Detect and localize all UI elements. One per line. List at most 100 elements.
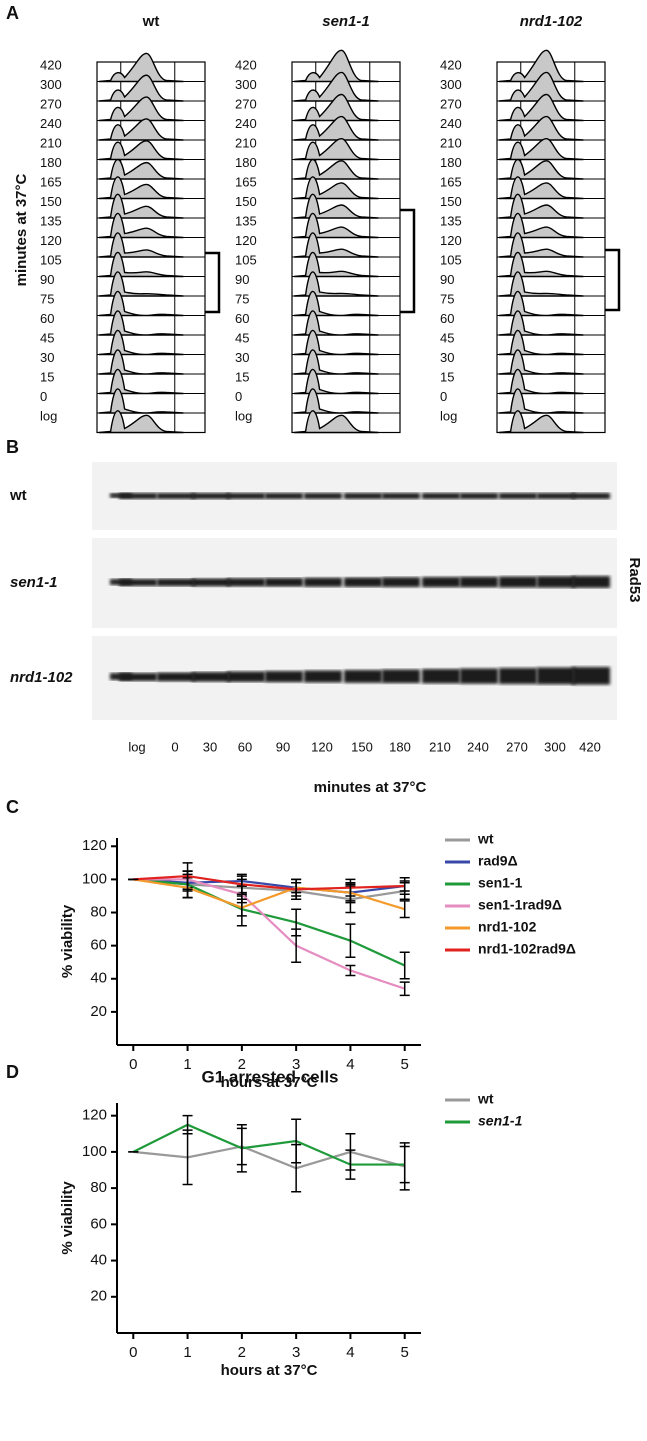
error-bar [345,964,356,977]
histogram [498,176,584,200]
lane-label: 60 [238,739,252,754]
x-tick-label: 3 [292,1056,300,1073]
histogram [293,290,379,317]
y-axis-label: minutes at 37°C [13,173,30,286]
histogram [98,251,184,278]
band [192,493,230,499]
row-label: 30 [40,350,54,365]
row-label: 165 [235,174,257,189]
lane-label: 210 [429,739,451,754]
histogram [498,368,584,395]
y-tick-label: 100 [82,1143,107,1160]
band [460,493,498,499]
row-label: 120 [440,233,462,248]
row-label: log [235,408,252,423]
row-label: 105 [40,252,62,267]
x-axis-label: hours at 37°C [221,1362,318,1379]
row-label: log [40,408,57,423]
lane-label: 300 [544,739,566,754]
band [499,668,537,684]
row-label: 45 [40,330,54,345]
row-label: 210 [40,135,62,150]
histogram [498,137,584,161]
row-label: 15 [440,369,454,384]
histogram [293,93,379,122]
histogram [498,349,584,375]
band [227,493,265,499]
row-label: 150 [440,194,462,209]
row-label: 0 [40,389,47,404]
row-label: 420 [235,57,257,72]
band [227,578,265,587]
band [157,493,195,499]
row-label: 165 [40,174,62,189]
histogram [498,388,584,414]
x-axis-label: minutes at 37°C [314,779,427,796]
y-axis-label: % viability [59,1181,76,1255]
histogram [293,368,379,395]
y-tick-label: 80 [90,903,107,920]
error-bar [399,981,410,997]
lane-label: 270 [506,739,528,754]
y-tick-label: 100 [82,870,107,887]
error-bar [182,1114,193,1135]
histogram [293,176,379,200]
histogram [498,93,584,122]
x-tick-label: 3 [292,1344,300,1361]
band [572,493,610,499]
lane-label: 180 [389,739,411,754]
error-bar [345,923,356,958]
error-bar [345,1149,356,1180]
band [344,670,382,683]
histogram [98,118,184,141]
legend-label: wt [477,1091,494,1107]
histogram [498,310,584,336]
row-label: 75 [235,291,249,306]
row-label: 15 [40,369,54,384]
row-label: 120 [40,233,62,248]
band [460,668,498,684]
histogram [98,212,184,239]
band [422,493,460,499]
x-tick-label: 4 [346,1056,354,1073]
y-axis-label: % viability [59,904,76,978]
lane-label: 90 [276,739,290,754]
band [304,670,342,683]
histogram [293,251,379,278]
lane-label: 420 [579,739,601,754]
histogram [293,410,379,434]
y-tick-label: 80 [90,1179,107,1196]
x-tick-label: 5 [401,1056,409,1073]
band [537,576,575,588]
row-label: 120 [235,233,257,248]
histogram [498,232,584,258]
row-label: 420 [40,57,62,72]
x-axis-label: hours at 37°C [221,1074,318,1091]
histogram [98,410,184,434]
row-label: 270 [440,96,462,111]
y-tick-label: 40 [90,970,107,987]
histogram [498,410,584,434]
row-label: 210 [440,135,462,150]
error-bar [399,951,410,980]
histogram [293,193,379,219]
blot-label: sen1-1 [10,574,58,591]
x-tick-label: 1 [183,1344,191,1361]
legend-label: rad9Δ [478,853,518,869]
row-label: 60 [235,311,249,326]
legend-label: sen1-1 [478,1113,523,1129]
y-tick-label: 60 [90,1215,107,1232]
band [265,671,303,683]
band [572,667,610,685]
row-label: 300 [40,77,62,92]
band [157,578,195,587]
error-bar [399,876,410,896]
legend-label: sen1-1rad9Δ [478,897,562,913]
row-label: 210 [235,135,257,150]
error-bar [236,873,247,896]
histogram [498,158,584,180]
panel-label: B [6,437,19,457]
series-line [133,1145,405,1170]
row-label: 180 [235,155,257,170]
